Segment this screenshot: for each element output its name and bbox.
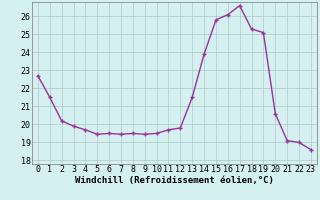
- X-axis label: Windchill (Refroidissement éolien,°C): Windchill (Refroidissement éolien,°C): [75, 176, 274, 185]
